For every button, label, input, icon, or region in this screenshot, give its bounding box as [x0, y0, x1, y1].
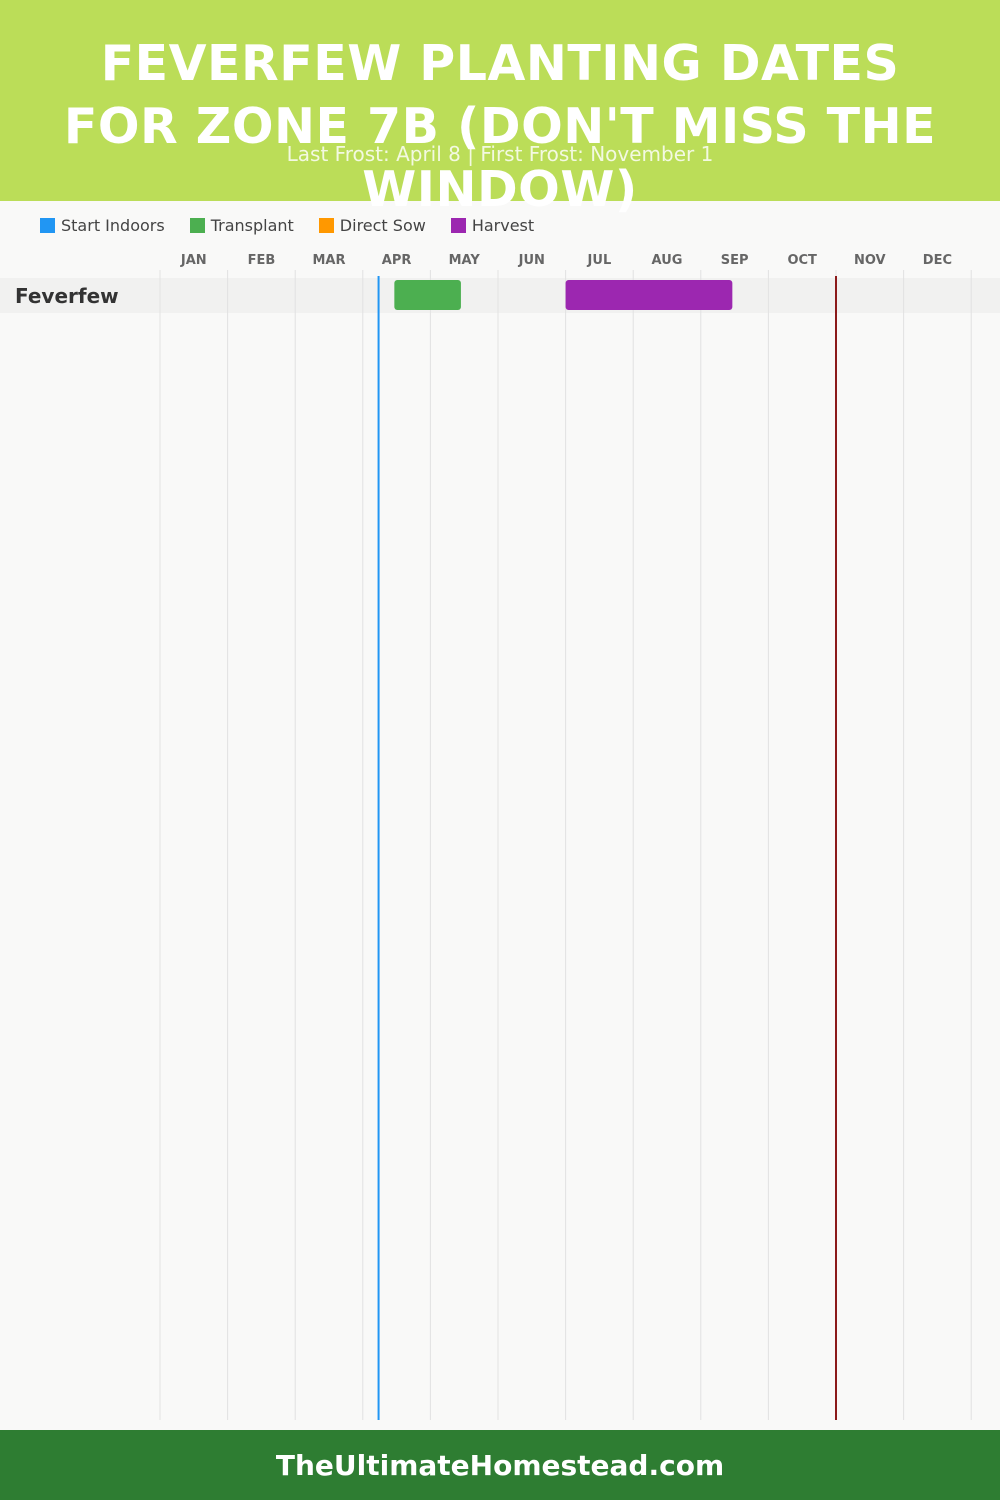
- planting-calendar-chart: JAN FEB MAR APR MAY JUN JUL AUG SEP OCT NOV DEC Feve…: [0, 253, 1000, 1420]
- chart-legend: Start Indoors Transplant Direct Sow Harvest: [40, 213, 534, 237]
- month-tick-label: AUG: [652, 253, 683, 268]
- legend-label: Start Indoors: [61, 215, 165, 235]
- month-tick-label: MAY: [449, 253, 481, 268]
- month-tick-label: NOV: [854, 253, 886, 268]
- month-tick-label: JAN: [180, 253, 207, 268]
- header-banner: Last Frost: April 8 | First Frost: Novem…: [0, 0, 1000, 218]
- legend-item-start-indoors: Start Indoors: [40, 216, 165, 235]
- legend-item-direct-sow: Direct Sow: [318, 215, 426, 235]
- month-tick-label: FEB: [248, 253, 276, 268]
- legend-swatch: [40, 217, 55, 233]
- footer-site-link[interactable]: TheUltimateHomestead.com: [275, 1448, 725, 1482]
- row-band: [0, 278, 1000, 313]
- row-label: Feverfew: [15, 284, 119, 308]
- month-tick-label: OCT: [787, 253, 817, 268]
- footer-banner: TheUltimateHomestead.com: [0, 1430, 1000, 1500]
- bar-harvest: [565, 280, 733, 310]
- month-tick-label: APR: [382, 253, 412, 268]
- legend-label: Harvest: [471, 215, 535, 235]
- legend-label: Direct Sow: [339, 215, 426, 235]
- legend-swatch: [450, 217, 466, 233]
- month-tick-label: SEP: [721, 253, 749, 268]
- legend-item-transplant: Transplant: [189, 215, 294, 235]
- month-tick-label: JUN: [518, 253, 545, 268]
- page-title: FEVERFEW PLANTING DATES FOR ZONE 7B (DON…: [63, 35, 937, 218]
- month-tick-label: MAR: [312, 253, 345, 268]
- month-tick-label: JUL: [587, 253, 612, 268]
- frost-dates-subtitle: Last Frost: April 8 | First Frost: Novem…: [286, 142, 714, 166]
- month-tick-label: DEC: [923, 253, 952, 268]
- legend-item-harvest: Harvest: [450, 215, 535, 235]
- bar-transplant: [394, 280, 461, 310]
- legend-label: Transplant: [210, 215, 294, 235]
- legend-swatch: [189, 217, 205, 233]
- legend-swatch: [318, 217, 334, 233]
